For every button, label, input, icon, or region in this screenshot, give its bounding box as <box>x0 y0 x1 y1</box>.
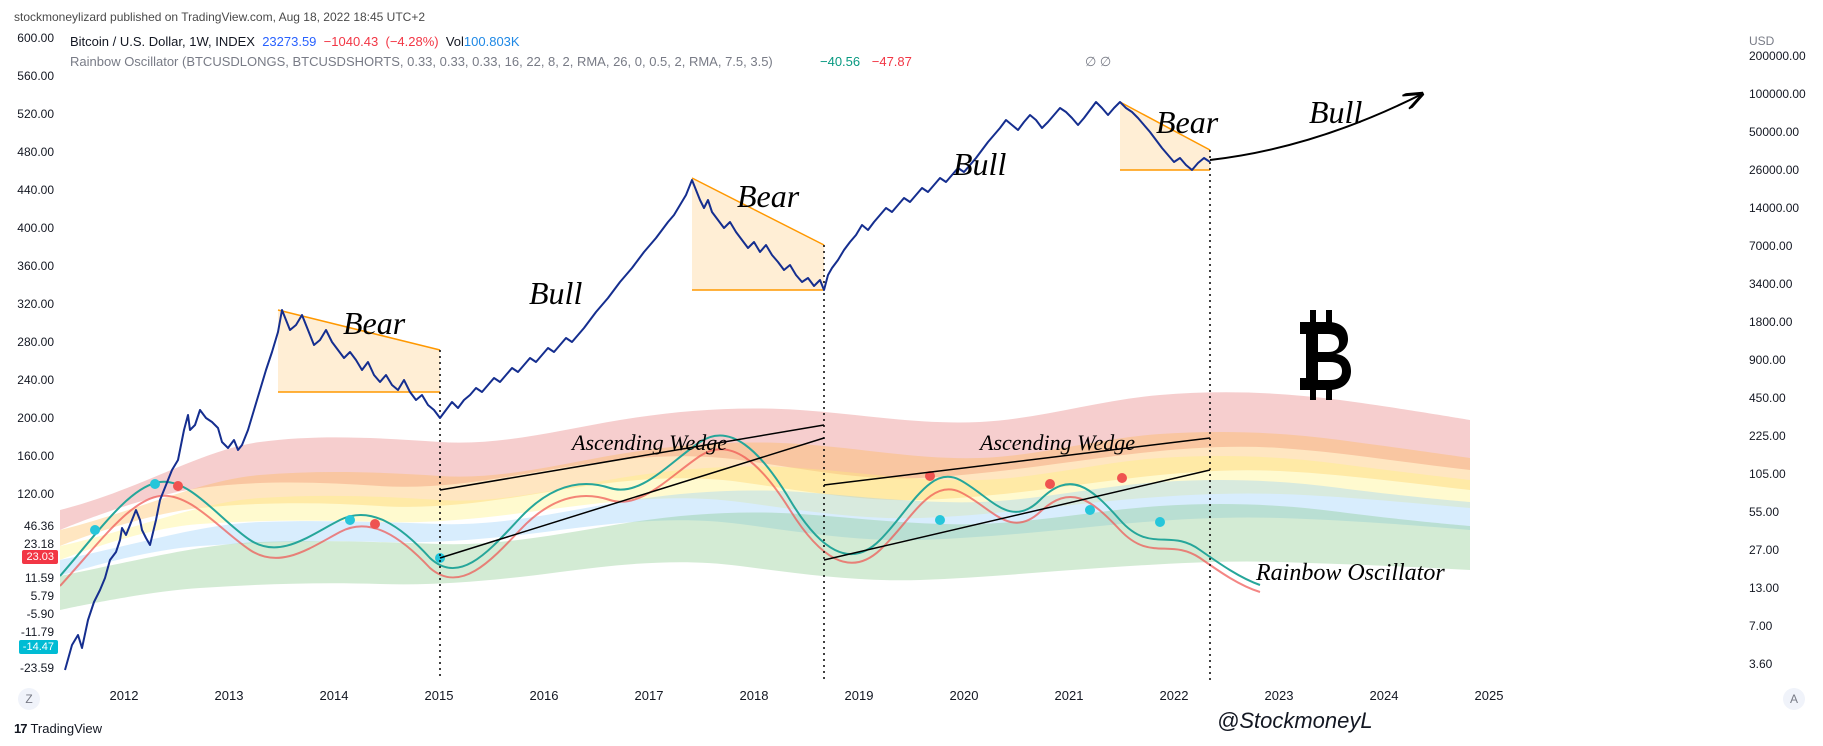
y-axis-price-tag: 23.03 <box>22 550 58 564</box>
osc-marker <box>1085 505 1095 515</box>
y-tick-left: 400.00 <box>0 221 54 235</box>
y-tick-left: -23.59 <box>0 661 54 675</box>
auto-button[interactable]: A <box>1783 688 1805 710</box>
y-tick-left: 11.59 <box>0 571 54 585</box>
x-tick-year: 2016 <box>530 688 559 703</box>
y-tick-left: 440.00 <box>0 183 54 197</box>
x-tick-year: 2019 <box>845 688 874 703</box>
y-tick-left: 280.00 <box>0 335 54 349</box>
y-tick-left: 200.00 <box>0 411 54 425</box>
osc-marker <box>1155 517 1165 527</box>
zoom-button[interactable]: Z <box>18 688 40 710</box>
y-tick-left: 160.00 <box>0 449 54 463</box>
y-tick-left: 600.00 <box>0 31 54 45</box>
y-tick-right: 900.00 <box>1749 353 1823 367</box>
annotation-label: Ascending Wedge <box>980 430 1135 456</box>
y-tick-right: 50000.00 <box>1749 125 1823 139</box>
y-tick-right: 55.00 <box>1749 505 1823 519</box>
y-tick-left: 240.00 <box>0 373 54 387</box>
y-tick-right: 14000.00 <box>1749 201 1823 215</box>
y-tick-right: 3.60 <box>1749 657 1823 671</box>
osc-marker <box>345 515 355 525</box>
annotation-label: Bear <box>737 178 799 215</box>
y-tick-right: 7.00 <box>1749 619 1823 633</box>
publish-line: stockmoneylizard published on TradingVie… <box>14 10 425 24</box>
x-tick-year: 2024 <box>1370 688 1399 703</box>
annotation-label: Bear <box>343 305 405 342</box>
osc-marker <box>935 515 945 525</box>
annotation-label: Ascending Wedge <box>572 430 727 456</box>
y-tick-left: 360.00 <box>0 259 54 273</box>
annotation-label: Rainbow Oscillator <box>1256 560 1445 587</box>
annotation-label: Bull <box>953 146 1006 183</box>
x-tick-year: 2021 <box>1055 688 1084 703</box>
annotation-label: Bear <box>1156 104 1218 141</box>
osc-marker <box>1117 473 1127 483</box>
y-tick-right: 105.00 <box>1749 467 1823 481</box>
osc-marker <box>150 479 160 489</box>
osc-marker <box>90 525 100 535</box>
x-axis: 2012 2013 2014 2015 2016 2017 2018 2019 2020 2021… <box>0 688 1823 708</box>
y-tick-right: 100000.00 <box>1749 87 1823 101</box>
x-tick-year: 2025 <box>1475 688 1504 703</box>
y-tick-left: 480.00 <box>0 145 54 159</box>
x-tick-year: 2020 <box>950 688 979 703</box>
x-tick-year: 2023 <box>1265 688 1294 703</box>
y-tick-left: 320.00 <box>0 297 54 311</box>
annotation-label: Bull <box>1309 94 1362 131</box>
x-tick-year: 2014 <box>320 688 349 703</box>
y-tick-left: 5.79 <box>0 589 54 603</box>
osc-marker <box>1045 479 1055 489</box>
y-tick-left: 520.00 <box>0 107 54 121</box>
x-tick-year: 2017 <box>635 688 664 703</box>
y-tick-right: 450.00 <box>1749 391 1823 405</box>
y-tick-left: 560.00 <box>0 69 54 83</box>
y-axis-right-header: USD <box>1749 34 1774 48</box>
y-axis-price-tag: -14.47 <box>19 640 58 654</box>
y-tick-left: 120.00 <box>0 487 54 501</box>
x-tick-year: 2015 <box>425 688 454 703</box>
y-tick-right: 1800.00 <box>1749 315 1823 329</box>
x-tick-year: 2012 <box>110 688 139 703</box>
y-tick-right: 200000.00 <box>1749 49 1823 63</box>
osc-marker <box>173 481 183 491</box>
y-tick-right: 3400.00 <box>1749 277 1823 291</box>
osc-marker <box>370 519 380 529</box>
y-tick-right: 7000.00 <box>1749 239 1823 253</box>
x-tick-year: 2013 <box>215 688 244 703</box>
y-tick-left: 23.18 <box>0 537 54 551</box>
author-handle: @StockmoneyL <box>1217 708 1373 734</box>
y-tick-left: 46.36 <box>0 519 54 533</box>
bitcoin-icon <box>1288 310 1358 405</box>
y-tick-right: 27.00 <box>1749 543 1823 557</box>
annotation-label: Bull <box>529 275 582 312</box>
y-tick-right: 26000.00 <box>1749 163 1823 177</box>
y-tick-right: 225.00 <box>1749 429 1823 443</box>
x-tick-year: 2022 <box>1160 688 1189 703</box>
y-tick-right: 13.00 <box>1749 581 1823 595</box>
y-tick-left: -11.79 <box>0 625 54 639</box>
x-tick-year: 2018 <box>740 688 769 703</box>
tradingview-logo: 17TradingView <box>14 721 102 736</box>
y-tick-left: -5.90 <box>0 607 54 621</box>
